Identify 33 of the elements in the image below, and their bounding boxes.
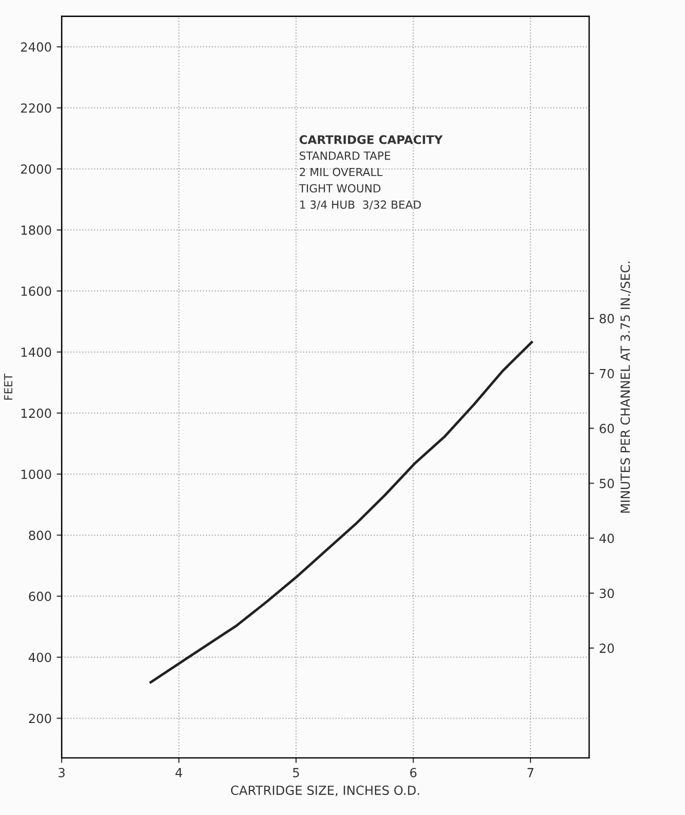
y-tick-label: 1800 bbox=[21, 225, 52, 235]
y-tick-label: 1200 bbox=[21, 408, 52, 418]
y2-tick-label: 20 bbox=[600, 644, 614, 654]
y-tick-label: 1400 bbox=[21, 348, 52, 357]
y-tick-label: 1600 bbox=[21, 286, 52, 296]
y-axis-title: FEET bbox=[4, 373, 12, 400]
y-tick-label: 600 bbox=[28, 592, 52, 602]
y-tick-label: 1000 bbox=[21, 470, 52, 480]
y2-tick-label: 70 bbox=[600, 368, 614, 378]
y-tick-label: 2200 bbox=[21, 103, 52, 113]
x-tick-label: 3 bbox=[58, 768, 65, 778]
line-series bbox=[149, 341, 533, 684]
y2-tick-label: 30 bbox=[600, 588, 614, 598]
y2-tick-label: 40 bbox=[599, 534, 614, 544]
y-tick-label: 400 bbox=[28, 652, 52, 662]
annotation: TIGHT WOUND bbox=[298, 184, 380, 193]
x-tick-label: 6 bbox=[410, 768, 416, 778]
y2-axis-title: MINUTES PER CHANNEL AT 3.75 IN./SEC. bbox=[620, 262, 631, 513]
annotation: CARTRIDGE CAPACITY bbox=[300, 135, 443, 144]
y2-tick-label: 50 bbox=[600, 478, 614, 488]
annotation: 2 MIL OVERALL bbox=[300, 168, 383, 176]
annotation: 1 3/4 HUB 3/32 BEAD bbox=[300, 200, 421, 210]
x-tick-label: 7 bbox=[528, 768, 534, 778]
y-tick-label: 200 bbox=[28, 714, 52, 724]
y-tick-label: 800 bbox=[28, 530, 52, 540]
x-tick-label: 5 bbox=[293, 768, 299, 778]
y2-tick-label: 80 bbox=[600, 314, 614, 324]
annotation: STANDARD TAPE bbox=[300, 151, 390, 160]
x-axis-title: CARTRIDGE SIZE, INCHES O.D. bbox=[230, 786, 420, 796]
y-tick-label: 2000 bbox=[21, 164, 52, 174]
y-tick-label: 2400 bbox=[21, 42, 52, 52]
y2-tick-label: 60 bbox=[600, 424, 614, 434]
x-tick-label: 4 bbox=[175, 768, 182, 778]
